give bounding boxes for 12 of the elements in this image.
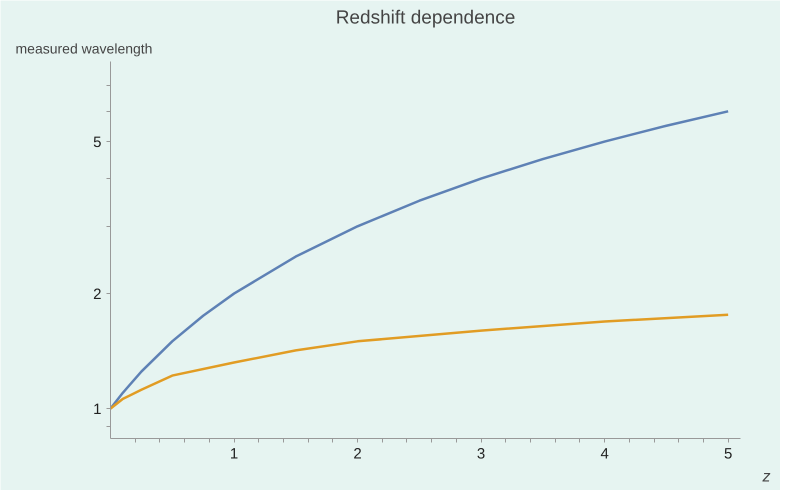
y-tick-label: 1 bbox=[93, 401, 102, 418]
x-tick-label: 5 bbox=[724, 446, 732, 462]
x-axis-title: z bbox=[762, 468, 770, 486]
line-series bbox=[110, 314, 730, 410]
x-tick-label: 1 bbox=[230, 446, 238, 462]
x-tick-label: 4 bbox=[600, 446, 609, 462]
y-axis-title: measured wavelength bbox=[16, 40, 152, 56]
y-tick-label: 5 bbox=[93, 134, 102, 152]
x-tick-label: 2 bbox=[353, 446, 362, 462]
x-tick-label: 3 bbox=[476, 446, 486, 462]
y-tick-label: 2 bbox=[93, 286, 102, 304]
chart-title: Redshift dependence bbox=[336, 8, 516, 28]
